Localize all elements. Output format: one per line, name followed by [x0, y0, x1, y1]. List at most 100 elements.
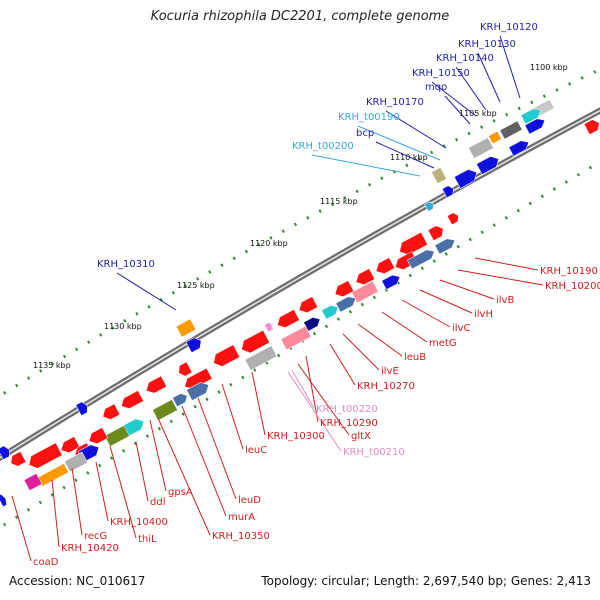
leader-line — [457, 269, 544, 286]
gene-label-metg[interactable]: metG — [429, 338, 457, 349]
backbone — [0, 107, 600, 462]
gene-feature[interactable] — [23, 473, 43, 491]
gene-label-krh-t00210[interactable]: KRH_t00210 — [343, 447, 405, 458]
gene-feature[interactable] — [0, 444, 12, 460]
leader-line — [357, 323, 403, 357]
gene-feature[interactable] — [524, 116, 547, 135]
gene-feature[interactable] — [396, 231, 428, 258]
gene-label-coad[interactable]: coaD — [33, 557, 59, 568]
gene-feature[interactable] — [280, 325, 312, 351]
gene-label-ilvh[interactable]: ilvH — [474, 309, 493, 320]
leader-line — [455, 66, 487, 111]
gene-feature[interactable] — [373, 257, 396, 276]
gene-label-krh-10130[interactable]: KRH_10130 — [458, 39, 516, 50]
gene-feature[interactable] — [441, 184, 456, 199]
gene-feature[interactable] — [176, 361, 193, 378]
gene-feature[interactable] — [296, 296, 319, 315]
gene-feature[interactable] — [75, 400, 90, 416]
gene-feature[interactable] — [453, 167, 480, 189]
gene-feature[interactable] — [431, 167, 447, 184]
gene-feature[interactable] — [353, 268, 376, 287]
gene-label-krh-t00220[interactable]: KRH_t00220 — [316, 404, 378, 415]
gene-feature[interactable] — [238, 329, 270, 356]
accession-text: Accession: NC_010617 — [9, 574, 146, 588]
gene-feature[interactable] — [468, 137, 494, 159]
gene-label-krh-10140[interactable]: KRH_10140 — [436, 53, 494, 64]
gene-feature[interactable] — [332, 280, 355, 299]
gene-label-krh-10400[interactable]: KRH_10400 — [110, 517, 168, 528]
gene-label-leub[interactable]: leuB — [404, 352, 426, 363]
gene-feature[interactable] — [508, 138, 531, 157]
gene-feature[interactable] — [499, 120, 523, 140]
gene-feature[interactable] — [583, 117, 600, 135]
gene-label-krh-10200[interactable]: KRH_10200 — [545, 281, 600, 292]
gene-label-krh-10290[interactable]: KRH_10290 — [320, 418, 378, 429]
gene-feature[interactable] — [476, 154, 501, 175]
gene-label-krh-10150[interactable]: KRH_10150 — [412, 68, 470, 79]
gene-feature[interactable] — [58, 436, 81, 455]
gene-feature[interactable] — [172, 391, 189, 408]
leader-line — [357, 125, 441, 161]
tick-label-1115-kbp: 1115 kbp — [320, 197, 358, 206]
gene-label-krh-10120[interactable]: KRH_10120 — [480, 22, 538, 33]
gene-label-ilvc[interactable]: ilvC — [452, 323, 470, 334]
gene-label-krh-10270[interactable]: KRH_10270 — [357, 381, 415, 392]
gene-feature[interactable] — [118, 390, 144, 412]
gene-label-ddl[interactable]: ddl — [150, 497, 165, 508]
gene-feature[interactable] — [446, 211, 461, 226]
gene-feature[interactable] — [100, 403, 121, 422]
gene-label-thil[interactable]: thiL — [138, 534, 157, 545]
leader-line — [431, 81, 477, 117]
gene-feature[interactable] — [0, 493, 8, 508]
gene-label-krh-10420[interactable]: KRH_10420 — [61, 543, 119, 554]
leader-line — [51, 479, 60, 548]
gene-feature[interactable] — [104, 425, 130, 447]
gene-feature[interactable] — [264, 321, 274, 333]
gene-label-gltx[interactable]: gltX — [351, 431, 371, 442]
gene-feature[interactable] — [86, 427, 109, 446]
gene-label-ilve[interactable]: ilvE — [381, 366, 399, 377]
gene-label-krh-10310[interactable]: KRH_10310 — [97, 259, 155, 270]
gene-feature[interactable] — [210, 344, 241, 370]
gene-feature[interactable] — [185, 335, 204, 353]
gene-label-krh-t00200[interactable]: KRH_t00200 — [292, 141, 354, 152]
gene-label-krh-10170[interactable]: KRH_10170 — [366, 97, 424, 108]
gene-label-krh-10190[interactable]: KRH_10190 — [540, 266, 598, 277]
gene-feature[interactable] — [434, 236, 457, 255]
gene-feature[interactable] — [175, 318, 197, 338]
gene-feature[interactable] — [26, 442, 63, 471]
gene-label-krh-10350[interactable]: KRH_10350 — [212, 531, 270, 542]
gene-feature[interactable] — [244, 345, 278, 371]
gene-label-mura[interactable]: murA — [228, 512, 255, 523]
gene-feature[interactable] — [37, 463, 69, 487]
gene-feature[interactable] — [427, 223, 446, 241]
gene-feature[interactable] — [143, 375, 167, 396]
leader-line — [477, 52, 501, 103]
gene-label-bcp[interactable]: bcp — [356, 128, 374, 139]
gene-label-krh-t00190[interactable]: KRH_t00190 — [338, 112, 400, 123]
gene-feature[interactable] — [274, 309, 300, 331]
gene-feature[interactable] — [335, 294, 358, 313]
gene-label-recg[interactable]: recG — [84, 531, 107, 542]
gene-feature[interactable] — [424, 201, 436, 212]
gene-feature[interactable] — [8, 451, 27, 468]
leader-line — [181, 405, 227, 517]
gene-label-leuc[interactable]: leuC — [245, 445, 267, 456]
gene-label-krh-10300[interactable]: KRH_10300 — [267, 431, 325, 442]
leader-line-layer — [11, 35, 544, 562]
leader-line — [305, 355, 319, 423]
gene-feature[interactable] — [488, 130, 502, 145]
leader-line — [401, 299, 451, 328]
gene-feature[interactable] — [321, 303, 341, 320]
gene-label-gpsa[interactable]: gpsA — [168, 487, 193, 498]
gene-feature[interactable] — [186, 380, 211, 401]
gene-label-mqo[interactable]: mqo — [425, 82, 447, 93]
gene-label-leud[interactable]: leuD — [238, 495, 261, 506]
gene-feature[interactable] — [152, 399, 178, 421]
gene-feature[interactable] — [406, 247, 436, 270]
gene-feature[interactable] — [64, 451, 88, 473]
leader-line — [439, 279, 495, 300]
gene-label-ilvb[interactable]: ilvB — [496, 295, 514, 306]
gene-feature[interactable] — [520, 106, 543, 125]
gene-feature[interactable] — [381, 272, 403, 290]
